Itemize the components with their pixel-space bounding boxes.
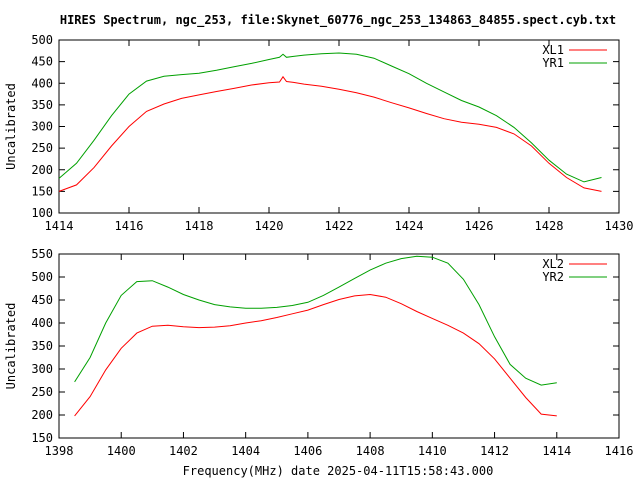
x-tick-label: 1410 (418, 444, 447, 458)
y-tick-label: 350 (31, 339, 53, 353)
legend-label: XL2 (542, 257, 564, 271)
y-tick-label: 350 (31, 98, 53, 112)
plot-frame (58, 39, 620, 214)
x-tick-label: 1430 (605, 219, 634, 233)
y-tick-label: 250 (31, 141, 53, 155)
legend-label: XL1 (542, 43, 564, 57)
y-tick-label: 450 (31, 55, 53, 69)
series-line-xl2 (74, 293, 557, 417)
x-tick-label: 1414 (45, 219, 74, 233)
x-tick-label: 1426 (465, 219, 494, 233)
y-tick-label: 400 (31, 76, 53, 90)
legend-label: YR2 (542, 270, 564, 284)
y-tick-label: 200 (31, 163, 53, 177)
y-tick-label: 500 (31, 270, 53, 284)
series-line-yr1 (58, 52, 602, 183)
x-tick-label: 1416 (115, 219, 144, 233)
x-tick-label: 1398 (45, 444, 74, 458)
y-tick-label: 200 (31, 408, 53, 422)
x-tick-label: 1424 (395, 219, 424, 233)
x-tick-label: 1420 (255, 219, 284, 233)
x-tick-label: 1428 (535, 219, 564, 233)
series-line-yr2 (74, 255, 557, 386)
y-tick-label: 100 (31, 206, 53, 220)
y-tick-label: 250 (31, 385, 53, 399)
y-tick-label: 300 (31, 120, 53, 134)
x-tick-label: 1412 (480, 444, 509, 458)
y-axis-label: Uncalibrated (4, 83, 18, 170)
chart-panel-bottom: 1398 1400 1402 1404 1406 1408 1410 1412 1414 1416… (4, 247, 633, 458)
y-tick-label: 300 (31, 362, 53, 376)
x-tick-label: 1422 (325, 219, 354, 233)
x-tick-label: 1406 (293, 444, 322, 458)
y-tick-label: 450 (31, 293, 53, 307)
x-tick-label: 1416 (605, 444, 634, 458)
x-tick-label: 1418 (185, 219, 214, 233)
y-tick-label: 500 (31, 33, 53, 47)
x-tick-label: 1414 (542, 444, 571, 458)
y-tick-label: 150 (31, 431, 53, 445)
series-line-xl1 (58, 75, 602, 192)
page-title: HIRES Spectrum, ngc_253, file:Skynet_607… (60, 13, 616, 28)
x-tick-label: 1402 (169, 444, 198, 458)
x-tick-label: 1400 (107, 444, 136, 458)
y-axis-label: Uncalibrated (4, 303, 18, 390)
x-tick-label: 1408 (356, 444, 385, 458)
chart-panel-top: 1414 1416 1418 1420 1422 1424 1426 1428 1430 100 1… (4, 33, 633, 233)
x-axis-label: Frequency(MHz) date 2025-04-11T15:58:43.… (183, 464, 494, 478)
legend-label: YR1 (542, 56, 564, 70)
y-tick-label: 150 (31, 184, 53, 198)
x-tick-label: 1404 (231, 444, 260, 458)
y-tick-label: 400 (31, 316, 53, 330)
y-tick-label: 550 (31, 247, 53, 261)
